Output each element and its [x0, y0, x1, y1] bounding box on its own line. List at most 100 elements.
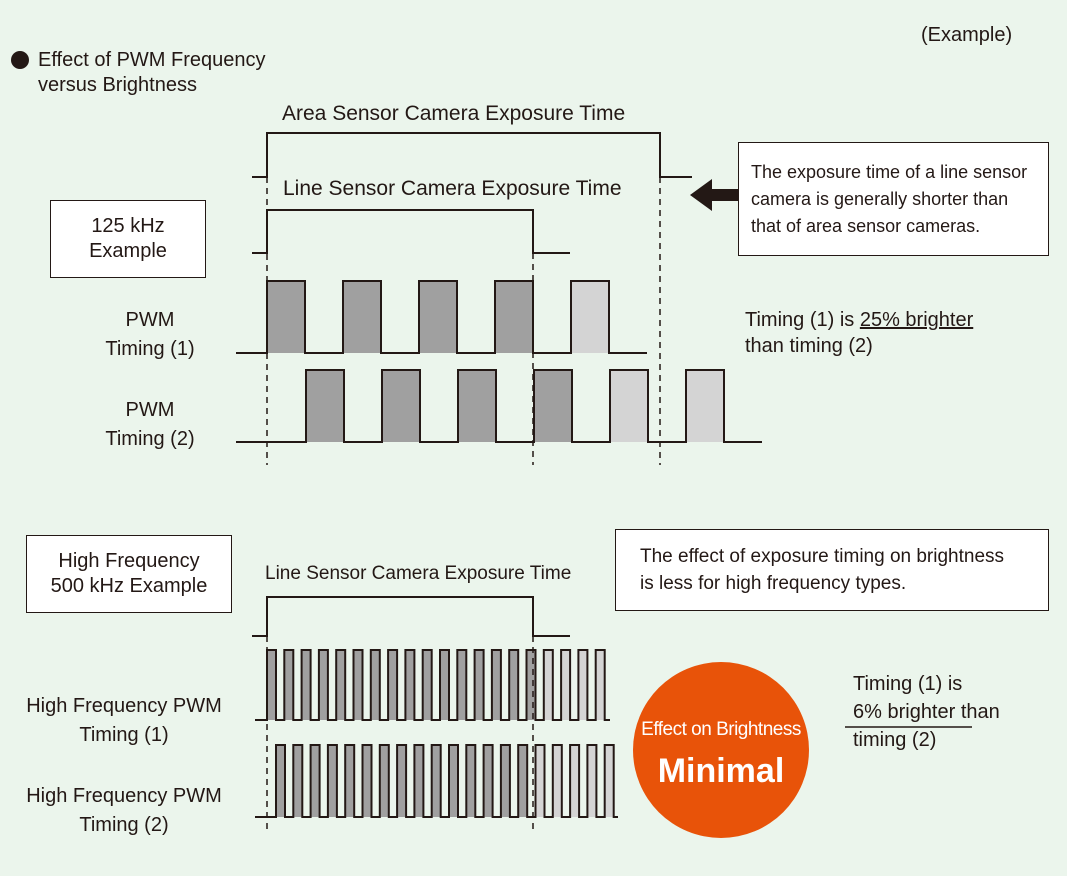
pwm-timing1-pulse — [571, 281, 609, 353]
label-line2: Timing (1) — [79, 724, 169, 746]
pwm-timing2-pulse — [458, 370, 496, 442]
badge-caption: Effect on Brightness — [641, 719, 801, 740]
pwm-timing1-pulse — [419, 281, 457, 353]
brightness-badge — [633, 662, 809, 838]
hf-timing1-pulse — [491, 650, 501, 720]
pwm-timing2-pulse — [306, 370, 344, 442]
hf-timing1-pulse — [561, 650, 571, 720]
hf-timing1-pulse — [336, 650, 346, 720]
title-line1: Effect of PWM Frequency — [38, 49, 266, 71]
result-highlight: 25% brighter — [859, 309, 974, 331]
hf-timing2-pulse — [604, 745, 614, 817]
hf-timing2-pulse — [587, 745, 597, 817]
callout-line1: The effect of exposure timing on brightn… — [640, 546, 1005, 567]
label-line1: High Frequency PWM — [26, 785, 222, 807]
label-line1: PWM — [125, 399, 175, 421]
hf-timing1-pulse — [526, 650, 536, 720]
result-line2: 6% brighter than — [853, 701, 1000, 723]
hf-timing1-pulse — [509, 650, 519, 720]
callout-line2: is less for high frequency types. — [640, 573, 907, 594]
line-exposure-signal — [252, 209, 570, 254]
result-suffix: than timing (2) — [745, 335, 873, 357]
hf-timing1-label: High Frequency PWM Timing (1) — [0, 692, 248, 750]
hf-timing1-pulse — [405, 650, 415, 720]
bullet-icon — [11, 51, 29, 69]
hf-timing2-pulse — [483, 745, 493, 817]
example-label: (Example) — [921, 24, 1013, 46]
pwm-timing1-waveform — [236, 280, 647, 354]
hf-line-exposure-signal — [252, 596, 570, 637]
pwm-timing2-pulse — [686, 370, 724, 442]
hf-timing2-waveform — [255, 744, 618, 818]
hf-timing1-pulse — [267, 650, 276, 720]
result-prefix: Timing (1) is — [745, 309, 855, 331]
label-line2: Timing (2) — [105, 428, 195, 450]
box-line2: 500 kHz Example — [50, 575, 208, 597]
high-freq-callout: The effect of exposure timing on brightn… — [615, 529, 1049, 611]
hf-timing2-pulse — [310, 745, 320, 817]
pwm-timing2-pulse — [534, 370, 572, 442]
hf-timing2-pulse — [518, 745, 528, 817]
hf-timing2-pulse — [449, 745, 458, 817]
pwm-timing1-pulse — [343, 281, 381, 353]
line-exposure-label: Line Sensor Camera Exposure Time — [283, 177, 622, 200]
hf-timing2-pulse — [293, 745, 303, 817]
pwm-timing2-pulse — [610, 370, 648, 442]
area-exposure-label: Area Sensor Camera Exposure Time — [282, 102, 626, 125]
high-freq-example-box: High Frequency 500 kHz Example — [26, 535, 232, 613]
result-line1: Timing (1) is — [853, 673, 963, 695]
pwm-timing1-label: PWM Timing (1) — [80, 306, 220, 364]
callout-line1: The exposure time of a line sensor — [751, 161, 1028, 182]
hf-timing2-pulse — [431, 745, 441, 817]
pwm-timing2-label: PWM Timing (2) — [80, 396, 220, 454]
area-exposure-signal — [252, 132, 692, 178]
hf-timing2-pulse — [535, 745, 545, 817]
hf-timing1-pulse — [318, 650, 328, 720]
hf-timing2-pulse — [414, 745, 424, 817]
result-line3: timing (2) — [853, 729, 937, 751]
hf-timing1-pulse — [595, 650, 605, 720]
hf-timing2-pulse — [362, 745, 372, 817]
hf-timing1-pulse — [543, 650, 553, 720]
box-line1: 125 kHz — [91, 215, 165, 237]
hf-timing2-pulse — [345, 745, 355, 817]
hf-timing1-waveform — [255, 649, 610, 721]
hf-timing2-pulse — [466, 745, 476, 817]
pwm-timing1-pulse — [495, 281, 533, 353]
hf-timing1-pulse — [474, 650, 484, 720]
hf-timing1-pulse — [578, 650, 588, 720]
low-freq-result: Timing (1) is 25% brighter than timing (… — [745, 307, 973, 359]
hf-timing1-pulse — [353, 650, 363, 720]
line-sensor-callout: The exposure time of a line sensor camer… — [738, 142, 1049, 256]
hf-timing2-pulse — [379, 745, 389, 817]
hf-timing1-pulse — [440, 650, 449, 720]
hf-timing2-label: High Frequency PWM Timing (2) — [0, 782, 248, 840]
badge-value: Minimal — [657, 752, 785, 790]
hf-timing1-pulse — [301, 650, 311, 720]
hf-timing1-pulse — [370, 650, 380, 720]
hf-timing2-pulse — [500, 745, 510, 817]
hf-timing2-pulse — [552, 745, 562, 817]
hf-timing2-pulse — [276, 745, 285, 817]
pwm-timing2-pulse — [382, 370, 420, 442]
label-line2: Timing (2) — [79, 814, 169, 836]
box-line1: High Frequency — [58, 550, 200, 572]
pwm-timing1-pulse — [267, 281, 305, 353]
title-line2: versus Brightness — [38, 74, 197, 96]
hf-timing2-pulse — [397, 745, 407, 817]
hf-timing1-pulse — [284, 650, 294, 720]
arrow-left-icon — [690, 179, 738, 211]
hf-timing2-pulse — [570, 745, 580, 817]
label-line1: PWM — [125, 309, 175, 331]
pwm-timing2-waveform — [236, 369, 762, 443]
hf-timing1-pulse — [388, 650, 398, 720]
label-line2: Timing (1) — [105, 338, 195, 360]
hf-timing1-pulse — [422, 650, 432, 720]
low-freq-example-box: 125 kHz Example — [50, 200, 206, 278]
high-freq-result: Timing (1) is 6% brighter than timing (2… — [853, 670, 1000, 754]
hf-timing2-pulse — [327, 745, 337, 817]
callout-line2: camera is generally shorter than — [751, 188, 1009, 209]
hf-line-exposure-label: Line Sensor Camera Exposure Time — [265, 563, 572, 584]
box-line2: Example — [89, 240, 167, 262]
